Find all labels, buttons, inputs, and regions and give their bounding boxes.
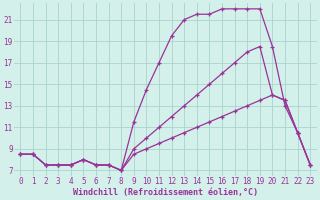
X-axis label: Windchill (Refroidissement éolien,°C): Windchill (Refroidissement éolien,°C): [73, 188, 258, 197]
